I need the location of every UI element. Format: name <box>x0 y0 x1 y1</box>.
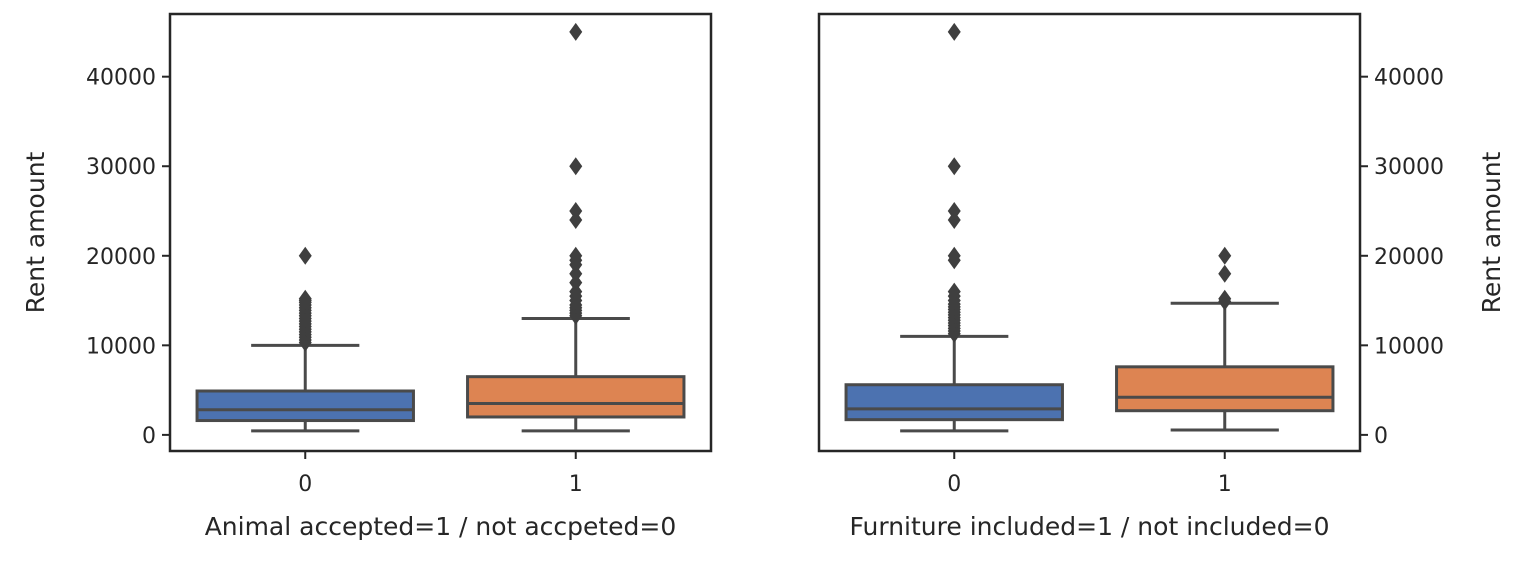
outlier-point <box>947 282 961 301</box>
outlier-point <box>569 157 583 176</box>
box-0 <box>195 246 415 433</box>
x-axis-label: Animal accepted=1 / not accpeted=0 <box>205 512 677 541</box>
x-tick-label: 0 <box>947 472 961 497</box>
box-iqr <box>1115 365 1335 413</box>
axes-frame <box>817 12 1362 453</box>
y-tick-label: 40000 <box>86 66 156 91</box>
y-tick-label: 10000 <box>1374 334 1444 359</box>
y-axis-label: Rent amount <box>1477 151 1506 313</box>
x-axis-label: Furniture included=1 / not included=0 <box>850 512 1330 541</box>
outlier-point <box>1218 264 1232 283</box>
outlier-point <box>1218 246 1232 265</box>
outlier-point <box>947 246 961 265</box>
x-tick-label: 1 <box>569 472 583 497</box>
y-axis-label: Rent amount <box>21 151 50 313</box>
outlier-point <box>298 246 312 265</box>
x-tick-label: 1 <box>1218 472 1232 497</box>
y-tick-label: 40000 <box>1374 66 1444 91</box>
y-axis-ticks: 0 10000 20000 30000 40000 <box>1360 66 1444 449</box>
box-0 <box>844 22 1064 433</box>
plot-marks <box>195 22 686 433</box>
box-iqr <box>466 375 686 419</box>
outlier-point <box>1218 289 1232 308</box>
box-iqr <box>844 383 1064 422</box>
y-axis-ticks: 0 10000 20000 30000 40000 <box>86 66 170 449</box>
outlier-point <box>947 22 961 41</box>
x-tick-label: 0 <box>298 472 312 497</box>
outlier-point <box>947 202 961 221</box>
outlier-point <box>569 202 583 221</box>
y-tick-label: 10000 <box>86 334 156 359</box>
y-tick-label: 20000 <box>1374 245 1444 270</box>
y-tick-label: 0 <box>1374 424 1388 449</box>
box-1 <box>466 22 686 433</box>
axes-frame <box>168 12 713 453</box>
outlier-point <box>569 246 583 265</box>
box-1 <box>1115 246 1335 432</box>
plot-marks <box>844 22 1335 433</box>
outlier-point <box>947 157 961 176</box>
outlier-point <box>569 22 583 41</box>
y-tick-label: 30000 <box>1374 155 1444 180</box>
y-tick-label: 30000 <box>86 155 156 180</box>
outlier-point <box>298 289 312 308</box>
y-tick-label: 0 <box>142 424 156 449</box>
y-tick-label: 20000 <box>86 245 156 270</box>
box-iqr <box>195 389 415 423</box>
